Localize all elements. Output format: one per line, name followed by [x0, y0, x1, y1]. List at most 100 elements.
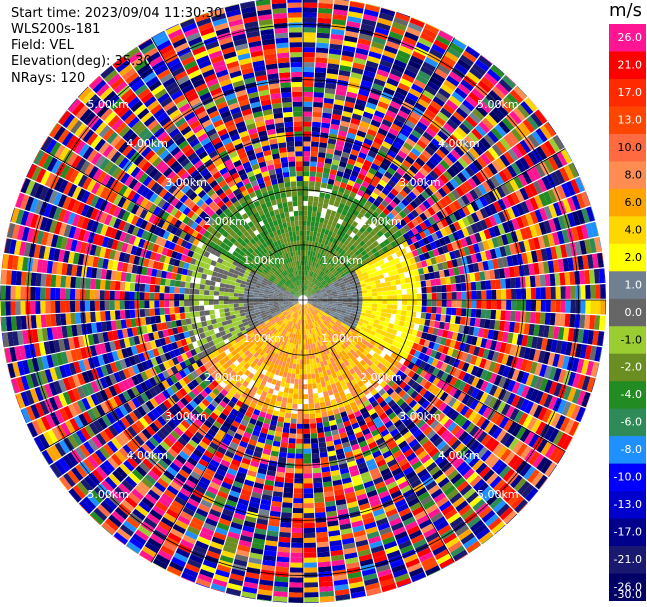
velocity-bin — [322, 416, 329, 423]
velocity-bin — [346, 248, 352, 255]
velocity-bin — [352, 144, 361, 152]
velocity-bin — [317, 263, 321, 270]
velocity-bin — [325, 251, 331, 257]
velocity-bin — [430, 138, 442, 149]
velocity-bin — [304, 280, 307, 286]
velocity-bin — [375, 154, 385, 163]
velocity-bin — [318, 397, 325, 403]
velocity-bin — [361, 306, 368, 310]
velocity-bin — [446, 46, 462, 59]
velocity-bin — [317, 427, 324, 434]
velocity-bin — [530, 287, 537, 300]
velocity-bin — [397, 110, 409, 120]
velocity-bin — [411, 129, 422, 140]
velocity-bin — [485, 280, 492, 290]
velocity-bin — [393, 17, 409, 27]
velocity-bin — [305, 240, 309, 246]
velocity-bin — [280, 381, 286, 388]
velocity-bin — [338, 69, 351, 77]
velocity-bin — [328, 53, 341, 60]
velocity-bin — [306, 260, 310, 266]
velocity-bin — [277, 546, 291, 553]
velocity-bin — [278, 411, 286, 418]
velocity-bin — [525, 300, 532, 311]
velocity-bin — [329, 38, 344, 46]
velocity-bin — [292, 508, 303, 514]
velocity-bin — [600, 300, 606, 315]
velocity-bin — [293, 358, 297, 365]
velocity-bin — [371, 288, 377, 293]
velocity-bin — [307, 250, 311, 256]
velocity-bin — [303, 12, 317, 18]
velocity-bin — [372, 114, 383, 124]
velocity-bin — [333, 149, 343, 157]
velocity-bin — [411, 17, 426, 24]
velocity-bin — [287, 367, 293, 374]
velocity-bin — [288, 443, 296, 449]
velocity-bin — [350, 170, 359, 178]
velocity-bin — [434, 115, 446, 127]
velocity-bin — [293, 393, 299, 400]
velocity-bin — [294, 478, 303, 484]
velocity-bin — [415, 184, 425, 194]
velocity-bin — [303, 116, 312, 122]
velocity-bin — [445, 276, 451, 285]
velocity-bin — [323, 255, 328, 262]
velocity-bin — [390, 175, 400, 185]
velocity-bin — [539, 274, 546, 287]
velocity-bin — [315, 176, 322, 183]
velocity-bin — [331, 261, 337, 267]
velocity-bin — [344, 101, 355, 109]
velocity-bin — [460, 79, 474, 92]
velocity-bin — [406, 288, 412, 295]
velocity-bin — [550, 300, 556, 313]
velocity-bin — [387, 295, 393, 300]
velocity-bin — [365, 200, 373, 208]
velocity-bin — [317, 432, 325, 439]
velocity-bin — [359, 240, 366, 247]
velocity-bin — [465, 46, 480, 59]
velocity-bin — [368, 167, 377, 176]
velocity-bin — [374, 110, 385, 119]
velocity-bin — [303, 453, 312, 459]
velocity-bin — [378, 64, 391, 73]
velocity-bin — [313, 482, 323, 489]
velocity-bin — [371, 83, 384, 92]
velocity-bin — [317, 27, 331, 34]
velocity-bin — [368, 124, 379, 133]
velocity-bin — [286, 402, 293, 409]
velocity-bin — [436, 307, 442, 314]
velocity-bin — [387, 192, 396, 201]
velocity-bin — [303, 522, 315, 529]
velocity-bin — [330, 28, 345, 36]
velocity-bin — [320, 265, 325, 271]
velocity-bin — [312, 462, 321, 469]
velocity-bin — [309, 413, 316, 419]
velocity-bin — [303, 507, 315, 514]
velocity-bin — [426, 306, 432, 313]
velocity-bin — [308, 281, 311, 287]
velocity-bin — [524, 311, 531, 323]
velocity-bin — [307, 378, 312, 385]
velocity-bin — [362, 296, 368, 300]
velocity-bin — [281, 376, 287, 383]
velocity-bin — [358, 125, 369, 134]
velocity-bin — [386, 166, 396, 176]
velocity-bin — [309, 358, 314, 365]
velocity-bin — [390, 68, 403, 78]
velocity-bin — [312, 285, 317, 290]
velocity-bin — [308, 287, 313, 293]
velocity-bin — [319, 192, 326, 199]
velocity-bin — [400, 146, 411, 156]
velocity-bin — [312, 106, 323, 113]
velocity-bin — [348, 250, 355, 257]
velocity-bin — [311, 373, 316, 379]
velocity-bin — [314, 72, 326, 79]
velocity-bin — [309, 230, 314, 237]
velocity-bin — [361, 116, 372, 124]
velocity-bin — [324, 157, 333, 165]
velocity-bin — [335, 239, 341, 246]
velocity-bin — [381, 286, 387, 292]
velocity-bin — [373, 78, 386, 87]
velocity-bin — [303, 2, 318, 8]
